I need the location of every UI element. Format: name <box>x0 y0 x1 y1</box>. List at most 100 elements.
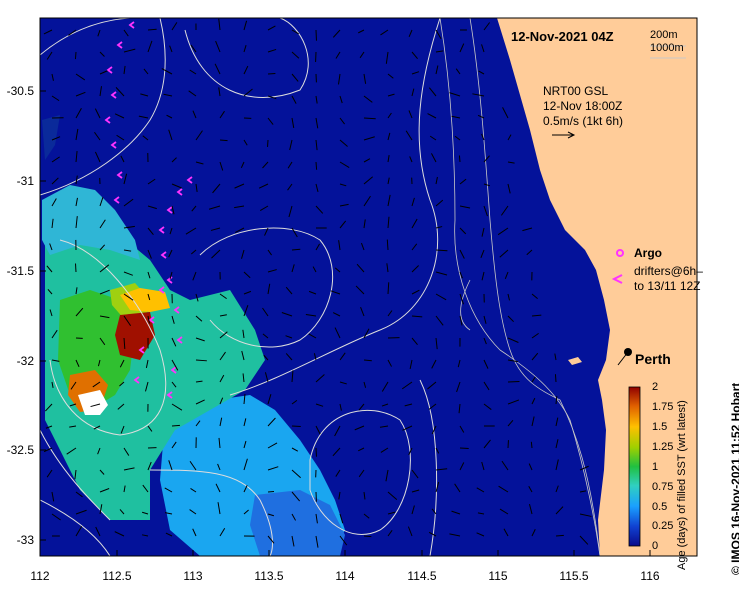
current-arrow <box>123 315 132 327</box>
current-arrow <box>97 29 101 37</box>
current-arrow <box>217 463 221 471</box>
current-arrow <box>428 403 437 410</box>
current-arrow <box>435 29 442 39</box>
current-arrow <box>387 491 398 501</box>
current-arrow <box>499 508 509 515</box>
current-arrow <box>166 114 173 119</box>
current-arrow <box>312 266 317 273</box>
current-arrow <box>503 528 509 537</box>
current-arrow <box>217 502 221 515</box>
current-arrow <box>435 468 448 471</box>
land-mass <box>497 18 697 556</box>
argo-symbol <box>616 249 624 257</box>
current-arrow <box>163 93 173 97</box>
current-arrow <box>242 329 245 339</box>
current-arrow <box>481 271 485 281</box>
current-arrow <box>305 314 317 317</box>
current-arrow <box>338 491 341 500</box>
current-arrow <box>555 534 564 537</box>
current-arrow <box>219 374 225 383</box>
current-arrow <box>291 95 297 104</box>
current-arrow <box>339 352 346 361</box>
current-arrow <box>49 243 53 251</box>
drifter-track-marker <box>138 346 145 354</box>
current-arrow <box>411 265 419 273</box>
current-arrow <box>531 293 538 299</box>
current-arrow <box>99 488 110 493</box>
current-arrow <box>169 271 173 279</box>
current-arrow <box>315 243 320 251</box>
current-arrow <box>241 249 245 259</box>
current-arrow <box>315 161 318 170</box>
contour-line <box>309 409 411 535</box>
current-arrow <box>531 314 542 317</box>
current-arrow <box>185 227 197 235</box>
current-arrow <box>45 425 53 429</box>
current-arrow <box>243 393 246 405</box>
current-arrow <box>483 337 487 345</box>
current-arrow <box>262 307 269 317</box>
drifter-track-marker <box>176 188 183 196</box>
current-arrow <box>99 86 102 97</box>
current-arrow <box>435 447 440 454</box>
current-arrow <box>210 227 221 231</box>
sst-patch-white <box>78 390 108 415</box>
isobath-line <box>460 279 471 331</box>
current-arrow <box>123 48 136 53</box>
current-arrow <box>385 51 389 64</box>
current-arrow <box>428 531 437 537</box>
drifter-symbol <box>611 274 623 284</box>
current-arrow <box>164 512 173 515</box>
current-arrow <box>360 306 365 317</box>
current-arrow <box>119 381 125 387</box>
current-arrow <box>97 447 101 455</box>
current-arrow <box>435 50 444 53</box>
current-arrow <box>381 403 389 407</box>
current-arrow <box>267 466 279 471</box>
current-arrow <box>555 506 564 515</box>
current-arrow <box>147 40 153 53</box>
current-arrow <box>408 447 413 456</box>
current-arrow <box>147 271 151 279</box>
current-arrow <box>507 293 510 301</box>
current-arrow <box>387 511 396 515</box>
current-arrow <box>171 315 175 324</box>
current-arrow <box>387 155 390 163</box>
current-arrow <box>411 505 415 515</box>
current-arrow <box>459 425 465 433</box>
current-info-line-2: 12-Nov 18:00Z <box>543 99 623 113</box>
contour-line <box>149 469 273 556</box>
y-tick-label: -33 <box>16 533 34 547</box>
current-arrow <box>481 133 485 141</box>
drifter-track-marker <box>160 251 167 259</box>
current-arrow <box>291 513 297 521</box>
current-arrow <box>339 535 348 546</box>
current-arrow <box>74 51 77 60</box>
current-arrow <box>267 72 276 75</box>
colorbar-tick-label: 0 <box>652 540 659 552</box>
current-arrow <box>451 115 461 119</box>
current-arrow <box>285 353 293 361</box>
current-arrow <box>195 359 207 362</box>
current-arrow <box>243 271 251 279</box>
current-arrow <box>315 117 319 129</box>
current-arrow <box>504 271 509 280</box>
current-arrow <box>147 249 152 259</box>
current-arrow <box>332 29 341 38</box>
current-arrow <box>459 293 464 305</box>
current-arrow <box>411 315 423 318</box>
current-arrow <box>411 197 415 207</box>
current-arrow <box>315 403 324 407</box>
current-arrow <box>531 352 539 361</box>
current-arrow <box>431 359 437 369</box>
current-arrow <box>357 29 365 34</box>
current-arrow <box>408 110 413 119</box>
current-arrow <box>507 315 514 323</box>
current-arrow <box>387 359 392 367</box>
current-arrow <box>354 425 365 431</box>
current-arrow <box>195 315 203 322</box>
current-arrow <box>51 218 54 229</box>
current-arrow <box>480 249 485 258</box>
sst-patch-cyan <box>42 185 140 260</box>
current-arrow <box>431 508 437 515</box>
